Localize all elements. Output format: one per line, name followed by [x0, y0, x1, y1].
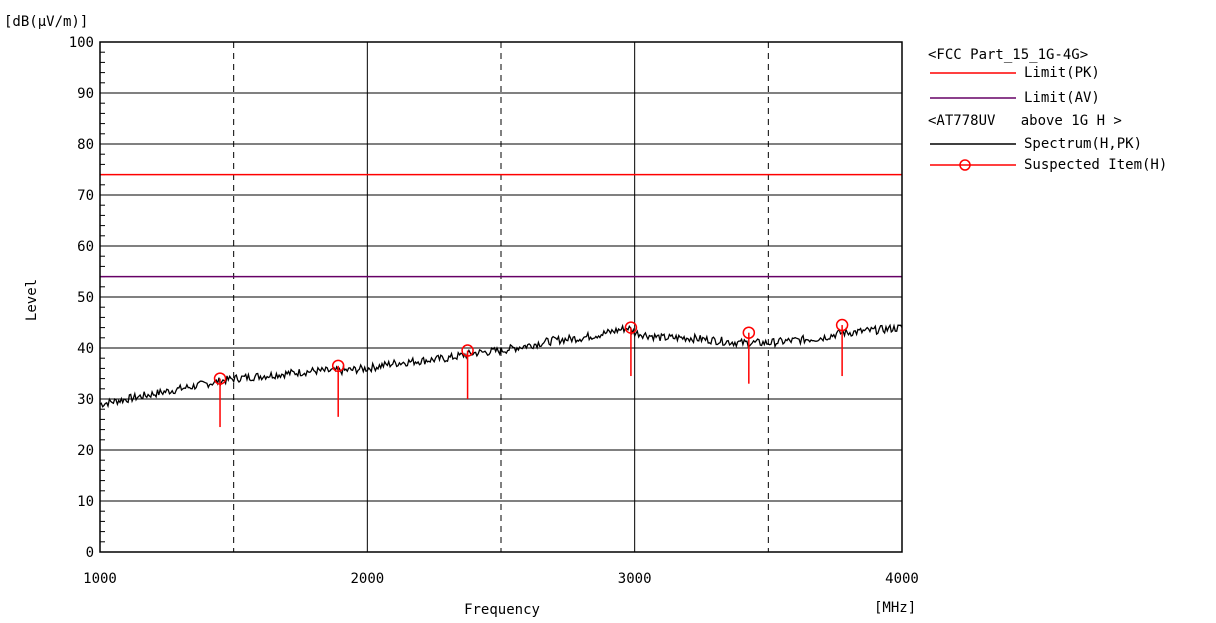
- x-unit-label: [MHz]: [874, 600, 916, 616]
- y-tick-label: 80: [77, 137, 94, 153]
- legend-group-fcc: <FCC Part_15_1G-4G>: [928, 47, 1088, 63]
- suspected-item-marker: [624, 321, 638, 334]
- y-tick-label: 20: [77, 443, 94, 459]
- legend-label-spectrum: Spectrum(H,PK): [1024, 136, 1142, 152]
- suspected-item-marker: [461, 344, 474, 357]
- x-tick-label: 3000: [618, 571, 652, 587]
- y-tick-label: 60: [77, 239, 94, 255]
- legend-label-suspected: Suspected Item(H): [1024, 157, 1167, 173]
- suspected-item-marker: [742, 326, 756, 339]
- y-axis-title: Level: [24, 279, 40, 321]
- legend-marker-suspected: [959, 159, 971, 171]
- y-tick-label: 40: [77, 341, 94, 357]
- y-unit-label: [dB(μV/m)]: [4, 14, 88, 30]
- y-tick-label: 10: [77, 494, 94, 510]
- legend-group-device: <AT778UV above 1G H >: [928, 113, 1122, 129]
- x-tick-label: 4000: [885, 571, 919, 587]
- y-tick-label: 70: [77, 188, 94, 204]
- legend: <FCC Part_15_1G-4G> Limit(PK) Limit(AV) …: [928, 47, 1167, 173]
- y-tick-label: 50: [77, 290, 94, 306]
- y-tick-label: 90: [77, 86, 94, 102]
- x-tick-label: 1000: [83, 571, 117, 587]
- legend-label-limit-av: Limit(AV): [1024, 90, 1100, 106]
- legend-label-limit-pk: Limit(PK): [1024, 65, 1100, 81]
- y-tick-label: 100: [69, 35, 94, 51]
- axis-ticks: 0 10 20 30 40 50 60 70 80 90 100 1000 2000 3000 4000: [69, 35, 919, 587]
- suspected-item-marker: [213, 372, 227, 385]
- series-spectrum-line: [99, 323, 903, 409]
- series-layer: [99, 173, 903, 428]
- grid: [99, 41, 903, 553]
- plot-frame: [99, 41, 903, 553]
- suspected-item-marker: [835, 318, 849, 332]
- x-axis-title: Frequency: [464, 602, 540, 618]
- x-tick-label: 2000: [350, 571, 384, 587]
- suspected-item-marker: [331, 359, 345, 373]
- y-tick-label: 0: [86, 545, 94, 561]
- y-tick-label: 30: [77, 392, 94, 408]
